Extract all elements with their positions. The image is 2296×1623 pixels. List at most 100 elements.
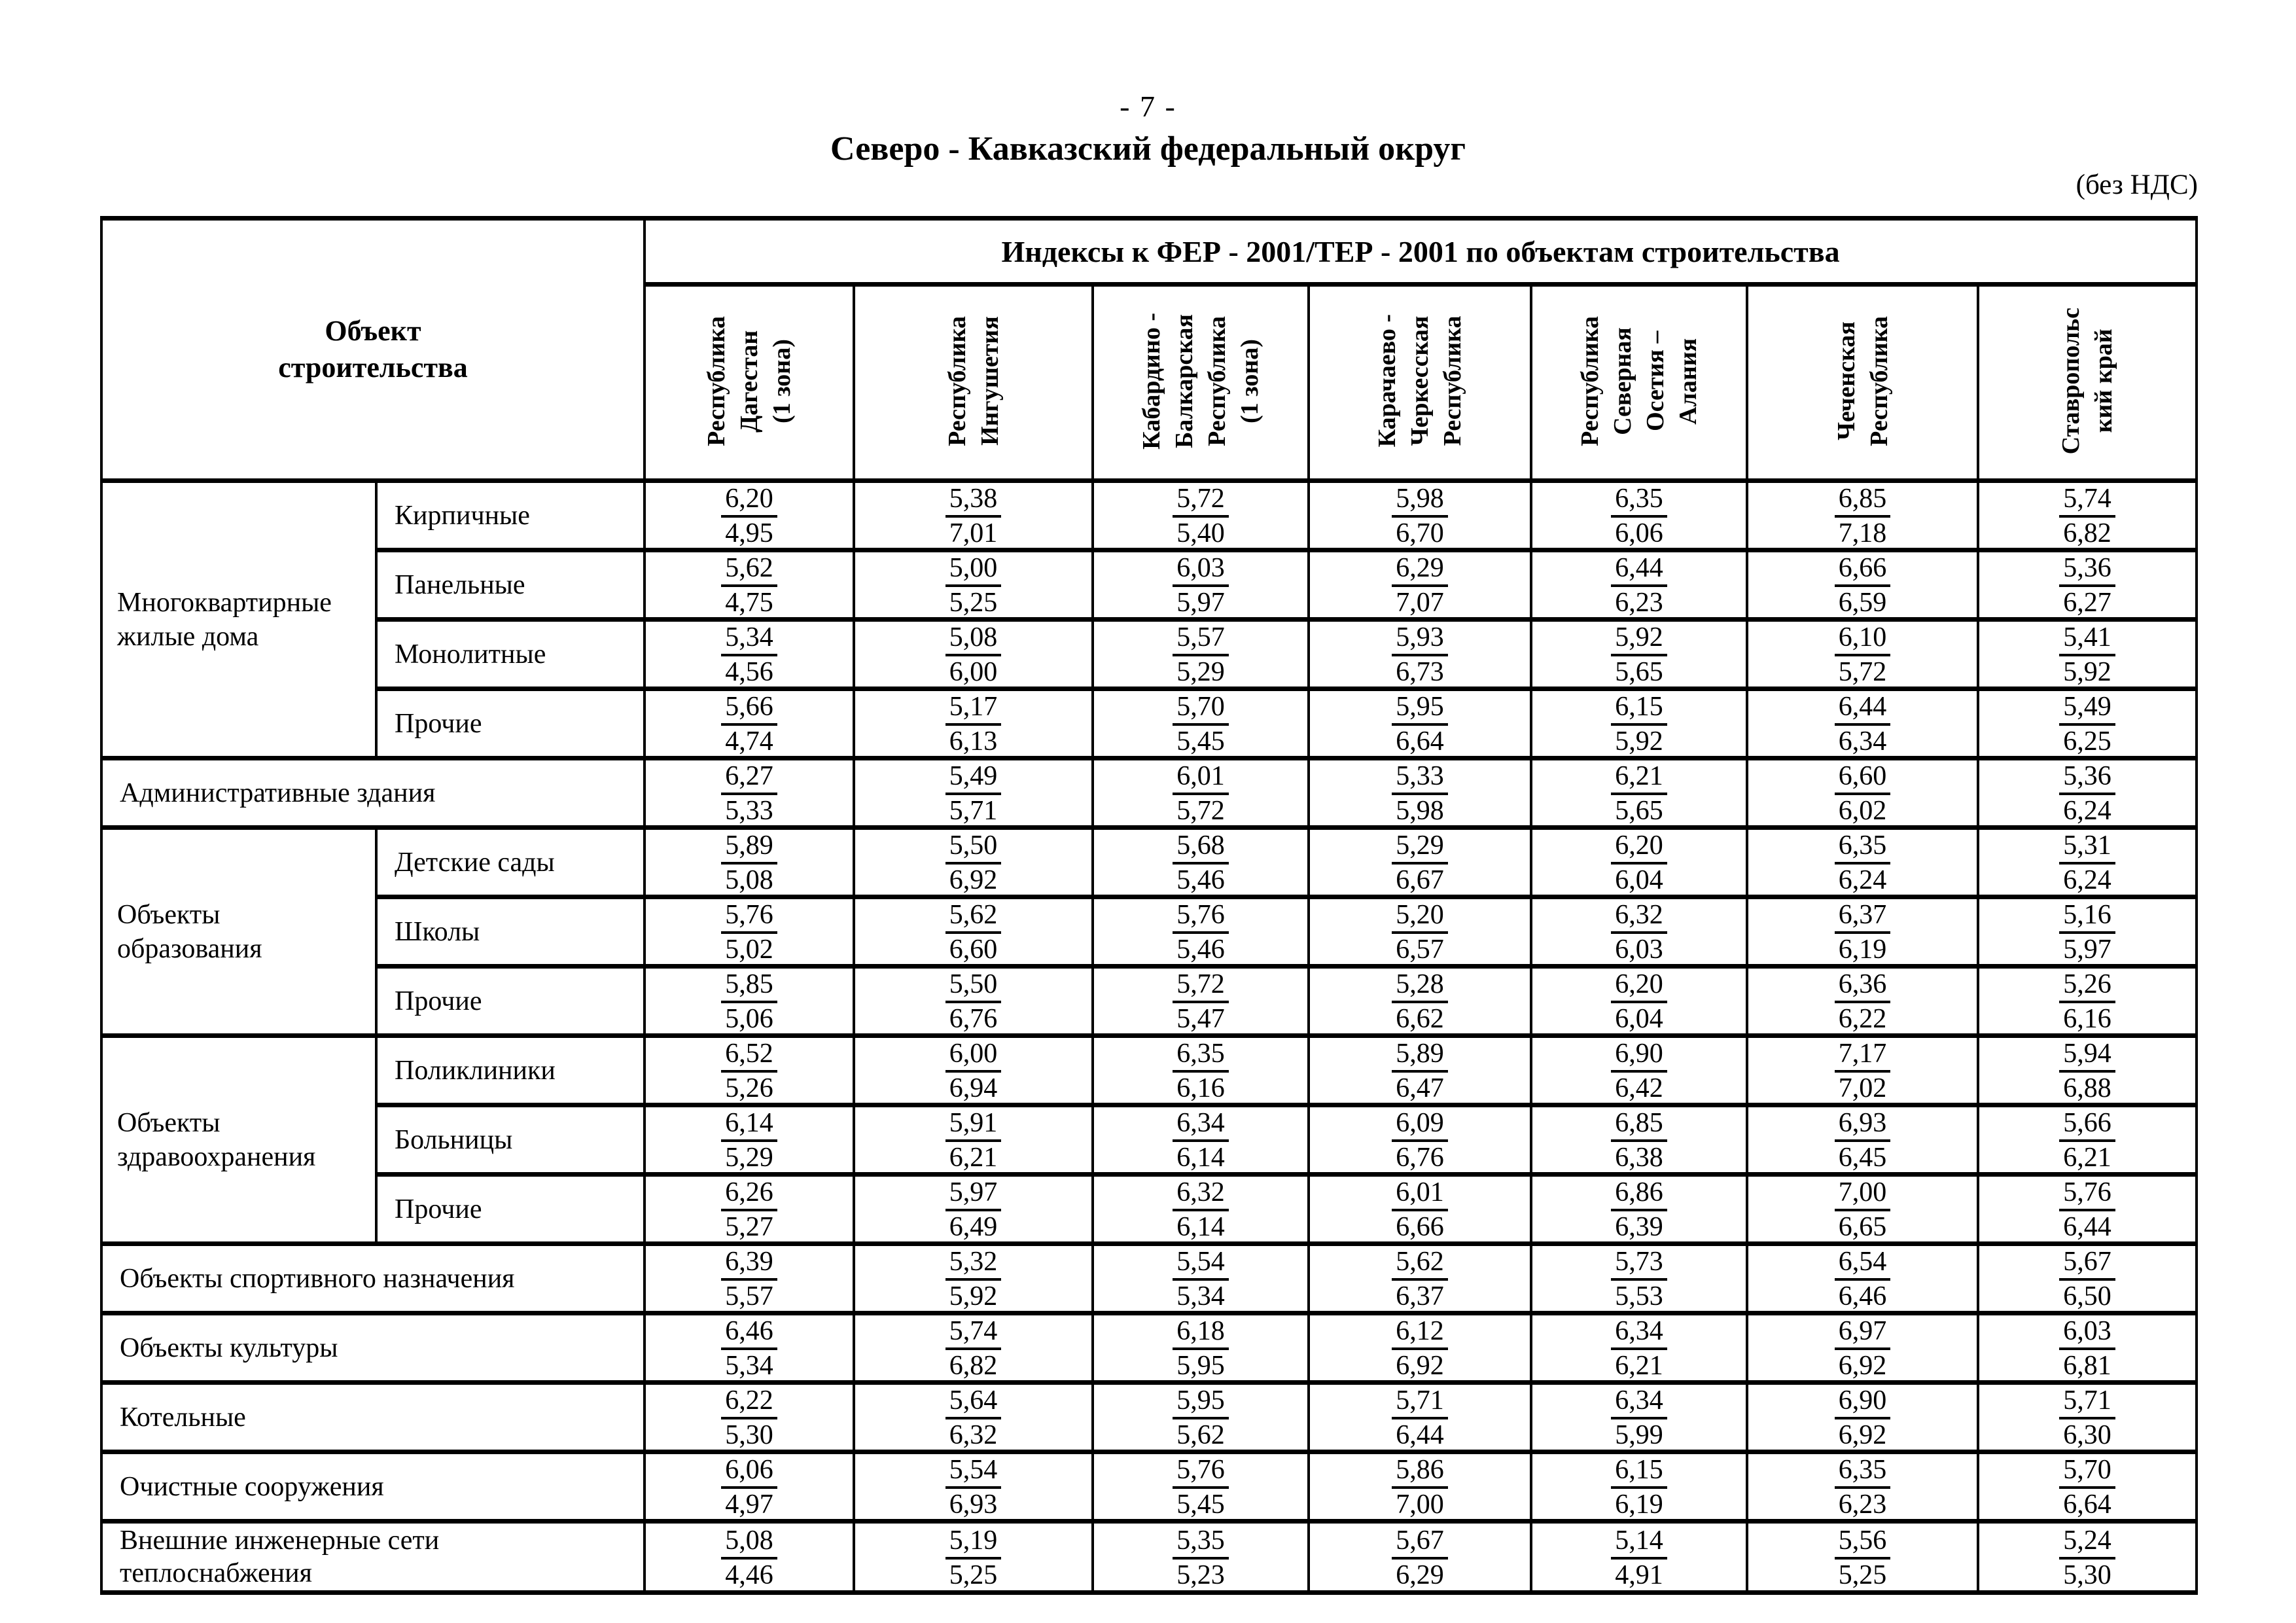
value-cell: 6,86 6,39 bbox=[1530, 1172, 1749, 1246]
row-label: Прочие bbox=[374, 1172, 646, 1246]
value-top: 5,92 bbox=[1611, 624, 1667, 656]
value-cell: 5,85 5,06 bbox=[643, 964, 856, 1038]
value-top: 5,95 bbox=[1392, 694, 1448, 726]
value-top: 5,62 bbox=[721, 555, 777, 587]
value-cell: 6,34 5,99 bbox=[1530, 1380, 1749, 1454]
value-cell: 5,57 5,29 bbox=[1091, 617, 1311, 691]
value-cell: 5,95 6,64 bbox=[1307, 687, 1533, 760]
value-top: 6,29 bbox=[1392, 555, 1448, 587]
value-top: 5,86 bbox=[1392, 1457, 1448, 1489]
value-cell: 5,56 5,25 bbox=[1746, 1519, 1980, 1595]
value-cell: 6,54 6,46 bbox=[1746, 1241, 1980, 1315]
value-cell: 6,90 6,92 bbox=[1746, 1380, 1980, 1454]
value-cell: 6,27 5,33 bbox=[643, 756, 856, 830]
value-top: 5,26 bbox=[2059, 971, 2115, 1003]
value-cell: 5,76 5,45 bbox=[1091, 1450, 1311, 1524]
value-cell: 5,50 6,92 bbox=[853, 825, 1095, 899]
value-cell: 6,06 4,97 bbox=[643, 1450, 856, 1524]
value-bottom: 6,03 bbox=[1615, 935, 1663, 965]
value-top: 5,24 bbox=[2059, 1526, 2115, 1560]
value-top: 5,85 bbox=[721, 971, 777, 1003]
value-bottom: 6,25 bbox=[2063, 726, 2111, 757]
value-top: 6,09 bbox=[1392, 1110, 1448, 1142]
value-bottom: 6,30 bbox=[2063, 1420, 2111, 1450]
value-bottom: 6,94 bbox=[949, 1073, 998, 1103]
value-top: 6,32 bbox=[1173, 1179, 1229, 1211]
value-bottom: 5,34 bbox=[725, 1351, 773, 1381]
table-row: Школы 5,76 5,02 5,62 6,60 5,76 5,46 5,20 6,57 6,3… bbox=[101, 895, 2199, 969]
value-top: 5,38 bbox=[945, 486, 1002, 518]
row-label: Очистные сооружения bbox=[99, 1450, 646, 1524]
value-bottom: 5,92 bbox=[949, 1281, 998, 1311]
row-label: Панельные bbox=[374, 548, 646, 622]
value-top: 6,20 bbox=[721, 486, 777, 518]
value-bottom: 6,29 bbox=[1396, 1560, 1444, 1590]
value-top: 6,03 bbox=[1173, 555, 1229, 587]
value-cell: 6,44 6,23 bbox=[1530, 548, 1749, 622]
value-cell: 6,35 6,06 bbox=[1530, 478, 1749, 552]
value-top: 6,36 bbox=[1834, 971, 1891, 1003]
value-bottom: 5,08 bbox=[725, 865, 773, 895]
value-cell: 5,36 6,27 bbox=[1977, 548, 2199, 622]
region-header-text: Республика Дагестан (1 зона) bbox=[703, 315, 796, 446]
value-top: 6,22 bbox=[721, 1387, 777, 1419]
value-bottom: 5,65 bbox=[1615, 657, 1663, 687]
value-bottom: 7,01 bbox=[949, 518, 998, 548]
value-cell: 5,35 5,23 bbox=[1091, 1519, 1311, 1595]
value-cell: 5,74 6,82 bbox=[1977, 478, 2199, 552]
value-top: 6,35 bbox=[1611, 486, 1667, 518]
row-label: Административные здания bbox=[99, 756, 646, 830]
value-cell: 5,76 5,02 bbox=[643, 895, 856, 969]
value-cell: 5,17 6,13 bbox=[853, 687, 1095, 760]
value-cell: 6,44 6,34 bbox=[1746, 687, 1980, 760]
value-top: 6,97 bbox=[1834, 1318, 1891, 1350]
value-cell: 5,76 6,44 bbox=[1977, 1172, 2199, 1246]
value-bottom: 5,29 bbox=[1176, 657, 1225, 687]
value-cell: 5,97 6,49 bbox=[853, 1172, 1095, 1246]
value-bottom: 6,66 bbox=[1396, 1212, 1444, 1242]
row-label: Объекты спортивного назначения bbox=[99, 1241, 646, 1315]
value-cell: 6,15 5,92 bbox=[1530, 687, 1749, 760]
value-bottom: 5,02 bbox=[725, 935, 773, 965]
group-label: Объекты здравоохранения bbox=[100, 1033, 378, 1246]
value-bottom: 5,92 bbox=[2063, 657, 2111, 687]
value-bottom: 6,65 bbox=[1838, 1212, 1887, 1242]
value-cell: 6,46 5,34 bbox=[643, 1311, 856, 1385]
value-bottom: 6,44 bbox=[2063, 1212, 2111, 1242]
value-bottom: 6,14 bbox=[1176, 1143, 1225, 1173]
value-cell: 5,74 6,82 bbox=[853, 1311, 1095, 1385]
value-cell: 6,01 5,72 bbox=[1091, 756, 1311, 830]
value-bottom: 6,45 bbox=[1838, 1143, 1887, 1173]
value-bottom: 6,59 bbox=[1838, 588, 1887, 618]
table-row: Прочие 5,66 4,74 5,17 6,13 5,70 5,45 5,95 6,64 6,… bbox=[101, 687, 2199, 760]
value-bottom: 5,53 bbox=[1615, 1281, 1663, 1311]
value-cell: 5,68 5,46 bbox=[1091, 825, 1311, 899]
value-top: 6,06 bbox=[721, 1457, 777, 1489]
value-top: 5,19 bbox=[945, 1526, 1002, 1560]
value-top: 5,54 bbox=[1173, 1249, 1229, 1281]
value-cell: 6,35 6,23 bbox=[1746, 1450, 1980, 1524]
value-top: 5,08 bbox=[721, 1526, 777, 1560]
value-top: 5,91 bbox=[945, 1110, 1002, 1142]
value-cell: 5,66 4,74 bbox=[643, 687, 856, 760]
value-cell: 5,73 5,53 bbox=[1530, 1241, 1749, 1315]
value-cell: 5,08 6,00 bbox=[853, 617, 1095, 691]
indices-table: Объект строительства Индексы к ФЕР - 200… bbox=[99, 216, 2199, 1595]
value-cell: 6,90 6,42 bbox=[1530, 1033, 1749, 1107]
value-cell: 5,67 6,50 bbox=[1977, 1241, 2199, 1315]
value-cell: 5,91 6,21 bbox=[853, 1103, 1095, 1177]
page-title: Северо - Кавказский федеральный округ bbox=[830, 130, 1466, 168]
value-bottom: 5,62 bbox=[1176, 1420, 1225, 1450]
value-top: 5,89 bbox=[1392, 1041, 1448, 1073]
value-top: 6,34 bbox=[1611, 1318, 1667, 1350]
row-label: Прочие bbox=[374, 964, 646, 1038]
value-bottom: 6,34 bbox=[1838, 726, 1887, 757]
value-bottom: 6,16 bbox=[1176, 1073, 1225, 1103]
value-cell: 5,28 6,62 bbox=[1307, 964, 1533, 1038]
value-bottom: 6,32 bbox=[949, 1420, 998, 1450]
table-row: Котельные 6,22 5,30 5,64 6,32 5,95 5,62 5,71 6,4… bbox=[99, 1380, 2199, 1454]
value-top: 5,76 bbox=[1173, 902, 1229, 934]
value-bottom: 6,57 bbox=[1396, 935, 1444, 965]
value-top: 6,12 bbox=[1392, 1318, 1448, 1350]
value-cell: 6,32 6,03 bbox=[1530, 895, 1749, 969]
